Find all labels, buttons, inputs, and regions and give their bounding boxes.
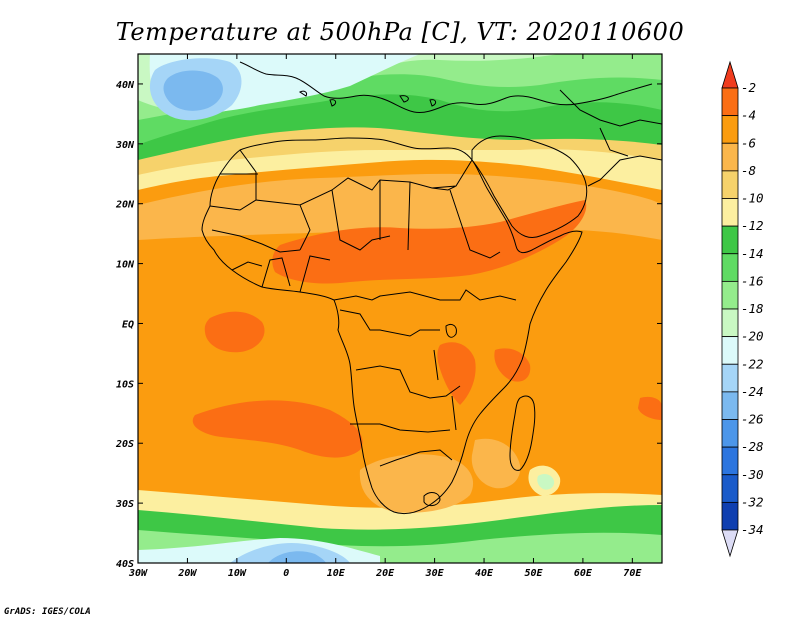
- country-borders-west: [209, 173, 331, 293]
- country-borders-north: [239, 149, 501, 259]
- lesotho-outline: [423, 492, 441, 507]
- colorbar-label: -34: [741, 522, 764, 537]
- colorbar-label: -20: [741, 329, 764, 344]
- colorbar-segment: [721, 198, 739, 227]
- colorbar-segment: [721, 391, 739, 420]
- x-tick-label: 40E: [475, 568, 494, 579]
- colorbar-label: -2: [741, 80, 756, 95]
- colorbar-label: -18: [741, 301, 764, 316]
- field-warm-south-atlantic: [192, 400, 363, 458]
- africa-coastline: [201, 137, 583, 515]
- colorbar-label: -14: [741, 246, 764, 261]
- x-tick-label: 30W: [128, 568, 148, 579]
- mediterranean-islands: [299, 90, 437, 107]
- y-tick-label: 10N: [116, 260, 135, 271]
- colorbar-label: -6: [741, 135, 756, 150]
- madagascar: [509, 395, 536, 471]
- axis-ticks: 30W 20W 10W 0 10E 20E 30E 40E 50E 60E 70E 40N 30N 20N…: [115, 54, 662, 579]
- country-borders-central: [333, 289, 517, 467]
- colorbar-arrow-bottom: [721, 529, 739, 558]
- x-tick-label: 20W: [177, 568, 197, 579]
- colorbar-segment: [721, 363, 739, 393]
- map-frame: [137, 53, 663, 564]
- field-south-africa-minus9: [359, 454, 474, 513]
- x-tick-label: 0: [283, 568, 289, 579]
- colorbar-segment: [721, 280, 739, 310]
- colorbar-segment: [721, 170, 739, 199]
- colorbar-segment: [721, 501, 739, 531]
- map-title: Temperature at 500hPa [C], VT: 202011060…: [116, 18, 684, 46]
- colorbar-label: -28: [741, 439, 764, 454]
- y-tick-label: 40S: [116, 559, 134, 570]
- field-warm-east-africa: [437, 342, 476, 405]
- y-tick-label: 20S: [115, 439, 134, 450]
- boundaries: [201, 61, 662, 515]
- colorbar-label: -4: [741, 108, 756, 123]
- europe-coast: [239, 61, 653, 113]
- field-warm-indian-ocean: [494, 348, 531, 382]
- temperature-field: [138, 54, 662, 563]
- x-tick-label: 70E: [623, 568, 642, 579]
- x-tick-label: 50E: [524, 568, 543, 579]
- colorbar-label: -10: [741, 191, 764, 206]
- x-tick-label: 20E: [375, 568, 395, 579]
- y-tick-label: 30S: [115, 499, 134, 510]
- asia-borders: [559, 89, 662, 187]
- field-madagascar-cool-core: [537, 473, 555, 490]
- y-tick-label: 10S: [116, 379, 134, 390]
- colorbar-label: -8: [741, 163, 756, 178]
- y-tick-label: 20N: [115, 200, 135, 211]
- grads-credit: GrADS: IGES/COLA: [4, 607, 91, 617]
- y-tick-label: 40N: [116, 80, 135, 91]
- colorbar-segment: [721, 336, 739, 365]
- field-warm-sahel: [272, 200, 587, 284]
- colorbar-label: -26: [741, 412, 764, 427]
- colorbar-arrow-top: [721, 60, 739, 89]
- field-south-minus24: [268, 551, 326, 563]
- field-east-coast-minus9: [471, 438, 521, 489]
- colorbar-segment: [721, 419, 739, 448]
- colorbar-label: -24: [741, 384, 764, 399]
- great-lakes: [433, 323, 457, 431]
- x-tick-label: 30E: [425, 568, 445, 579]
- x-tick-label: 10E: [327, 568, 346, 579]
- colorbar-segment: [721, 446, 739, 476]
- colorbar-segment: [721, 474, 739, 503]
- colorbar-label: -16: [741, 273, 764, 288]
- colorbar-segment: [721, 115, 739, 144]
- colorbar-segment: [721, 87, 739, 117]
- colorbar-label: -30: [741, 467, 764, 482]
- field-warm-far-east: [638, 396, 662, 420]
- colorbar-segment: [721, 308, 739, 338]
- colorbar-label: -32: [741, 494, 764, 509]
- y-tick-label: 30N: [115, 140, 135, 151]
- x-tick-label: 60E: [574, 568, 593, 579]
- colorbar-segment: [721, 142, 739, 172]
- field-cold-core-minus24: [163, 70, 223, 111]
- colorbar-label: -22: [741, 356, 764, 371]
- x-tick-label: 10W: [228, 568, 247, 579]
- colorbar-label: -12: [741, 218, 764, 233]
- arabia-coast: [471, 135, 588, 239]
- y-tick-label: EQ: [122, 319, 134, 330]
- colorbar: -2 -4 -6 -8 -10 -12 -14 -16 -18 -20 -22 -24 -26 -28 -3…: [721, 60, 764, 558]
- field-warm-atlantic-eq: [204, 311, 265, 353]
- colorbar-segment: [721, 253, 739, 282]
- colorbar-segment: [721, 225, 739, 255]
